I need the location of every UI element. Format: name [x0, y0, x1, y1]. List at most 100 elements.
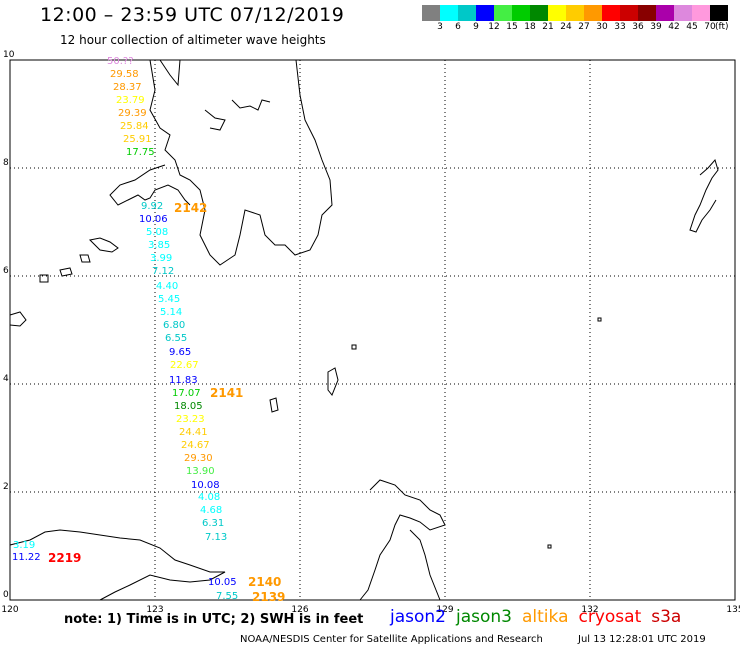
pass-time-label: 2139	[252, 590, 285, 604]
wave-height-label: 7.13	[205, 532, 227, 543]
colorbar-tick-label: 3	[437, 22, 443, 32]
x-tick-label: 132	[581, 605, 598, 615]
colorbar-swatch	[548, 5, 566, 21]
colorbar-tick-label: 24	[560, 22, 572, 32]
wave-height-label: 3.99	[150, 253, 172, 264]
wave-height-label: 17.07	[172, 388, 201, 399]
x-tick-label: 120	[1, 605, 18, 615]
colorbar-tick-label: 18	[524, 22, 536, 32]
satellite-legend-jason2: jason2	[390, 607, 446, 627]
x-tick-label: 126	[291, 605, 308, 615]
wave-height-label: 23.23	[176, 414, 205, 425]
wave-height-label: 7.12	[152, 266, 174, 277]
wave-height-label: 28.37	[113, 82, 142, 93]
y-tick-label: 8	[3, 158, 9, 168]
wave-height-label: 10.05	[208, 577, 237, 588]
colorbar-swatch	[422, 5, 440, 21]
colorbar-swatch	[710, 5, 728, 21]
colorbar	[422, 5, 728, 21]
wave-height-label: 4.08	[198, 492, 220, 503]
y-tick-label: 10	[3, 50, 15, 60]
colorbar-tick-label: 9	[473, 22, 479, 32]
wave-height-label: 29.30	[184, 453, 213, 464]
wave-height-label: 4.68	[200, 505, 222, 516]
wave-height-label: 9.65	[169, 347, 191, 358]
colorbar-tick-label: 15	[506, 22, 518, 32]
x-tick-label: 123	[146, 605, 163, 615]
colorbar-swatch	[476, 5, 494, 21]
pass-time-label: 2219	[48, 551, 81, 565]
satellite-legend-s3a: s3a	[651, 607, 682, 627]
wave-height-label: 9.92	[141, 201, 163, 212]
wave-height-label: 7.55	[216, 591, 238, 602]
wave-height-label: 13.90	[186, 466, 215, 477]
colorbar-swatch	[494, 5, 512, 21]
colorbar-swatch	[458, 5, 476, 21]
colorbar-tick-label: 70	[704, 22, 716, 32]
colorbar-swatch	[602, 5, 620, 21]
colorbar-swatch	[584, 5, 602, 21]
wave-height-label: 23.79	[116, 95, 145, 106]
y-tick-label: 6	[3, 266, 9, 276]
wave-height-label: 6.31	[202, 518, 224, 529]
wave-height-label: 24.67	[181, 440, 210, 451]
colorbar-swatch	[530, 5, 548, 21]
wave-height-label: 6.80	[163, 320, 185, 331]
wave-height-label: 29.58	[110, 69, 139, 80]
wave-height-label: 5.14	[160, 307, 182, 318]
wave-height-label: 29.39	[118, 108, 147, 119]
colorbar-swatch	[638, 5, 656, 21]
wave-height-label: 17.75	[126, 147, 155, 158]
colorbar-swatch	[566, 5, 584, 21]
y-tick-label: 2	[3, 482, 9, 492]
wave-height-label: 4.40	[156, 281, 178, 292]
satellite-legend-cryosat: cryosat	[578, 607, 642, 627]
wave-height-label: 50.??	[107, 56, 134, 67]
map-frame	[9, 59, 736, 601]
satellite-legend-altika: altika	[522, 607, 569, 627]
map-grid: 120 123 126 129 132 135 0 2 4 6 8 10	[1, 50, 740, 615]
wave-height-label: 10.06	[139, 214, 168, 225]
wave-height-label: 25.91	[123, 134, 152, 145]
wave-height-label: 24.41	[179, 427, 208, 438]
wave-height-label: 10.08	[191, 480, 220, 491]
colorbar-tick-label: 12	[488, 22, 500, 32]
pass-time-label: 2140	[248, 575, 281, 589]
wave-height-label: 11.22	[12, 552, 41, 563]
pass-time-label: 2141	[210, 386, 243, 400]
map-title: 12:00 – 23:59 UTC 07/12/2019	[40, 4, 345, 26]
colorbar-swatch	[512, 5, 530, 21]
wave-height-label: 6.55	[165, 333, 187, 344]
wave-height-label: 3.19	[13, 540, 35, 551]
colorbar-tick-label: 27	[578, 22, 590, 32]
satellite-legend-jason3: jason3	[456, 607, 512, 627]
colorbar-tick-label: 33	[614, 22, 626, 32]
credit-line: NOAA/NESDIS Center for Satellite Applica…	[240, 634, 543, 645]
wave-height-label: 5.45	[158, 294, 180, 305]
y-tick-label: 4	[3, 374, 9, 384]
altimeter-track: 50.?? 29.58 28.37 23.79 29.39 25.84 25.91 17.75…	[12, 56, 238, 602]
wave-height-label: 5.08	[146, 227, 168, 238]
coastline	[9, 59, 719, 601]
pass-time-label: 2142	[174, 201, 207, 215]
wave-height-label: 18.05	[174, 401, 203, 412]
wave-height-label: 11.83	[169, 375, 198, 386]
colorbar-swatch	[692, 5, 710, 21]
satellite-legend: jason2 jason3 altika cryosat s3a	[390, 607, 691, 627]
colorbar-tick-label: 42	[668, 22, 680, 32]
colorbar-tick-label: 30	[596, 22, 608, 32]
colorbar-tick-label: 36	[632, 22, 644, 32]
colorbar-tick-label: 21	[542, 22, 554, 32]
colorbar-unit: (ft)	[715, 22, 729, 32]
generation-timestamp: Jul 13 12:28:01 UTC 2019	[578, 634, 706, 645]
colorbar-swatch	[674, 5, 692, 21]
wave-height-label: 3.85	[148, 240, 170, 251]
x-tick-label: 135	[726, 605, 740, 615]
colorbar-tick-label: 39	[650, 22, 662, 32]
wave-height-label: 22.67	[170, 360, 199, 371]
colorbar-tick-label: 45	[686, 22, 698, 32]
x-tick-label: 129	[436, 605, 453, 615]
colorbar-tick-label: 6	[455, 22, 461, 32]
